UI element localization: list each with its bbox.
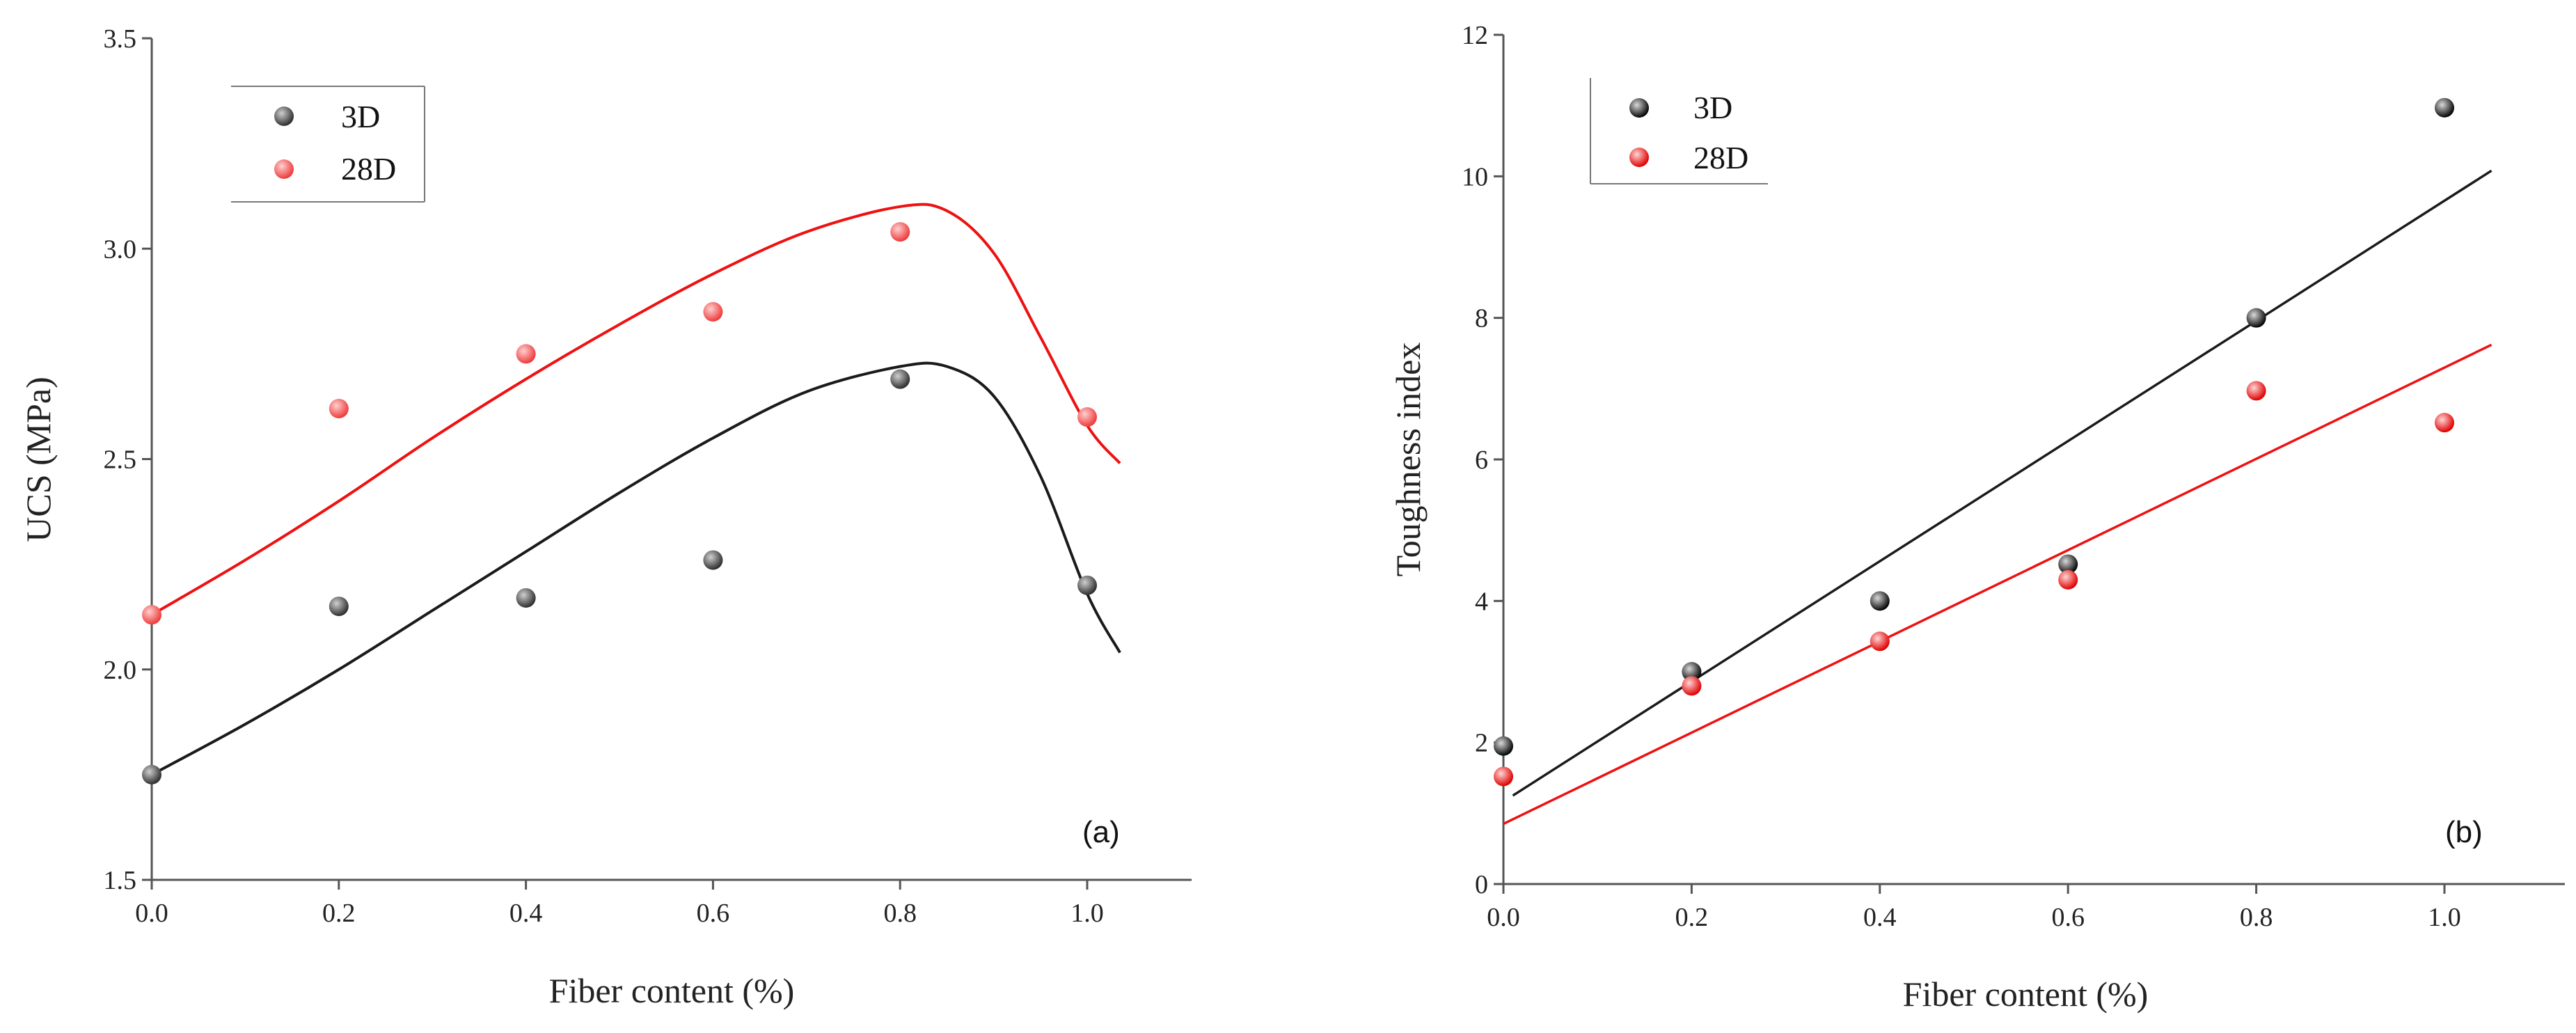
data-point-3d	[516, 588, 536, 608]
data-point-28d	[142, 605, 161, 625]
data-point-3d	[703, 550, 723, 570]
data-points-b	[1494, 97, 2454, 787]
y-ticks-b: 0 2 4 6 8 10 12	[1462, 21, 1503, 899]
data-points-a	[142, 222, 1097, 784]
legend-b: 3D 28D	[1590, 78, 1768, 184]
fit-curves-a	[150, 203, 1121, 776]
data-point-3d	[2246, 308, 2266, 328]
y-tick-label: 0	[1475, 870, 1488, 899]
fit-lines-b	[1503, 169, 2492, 826]
x-ticks-a: 0.0 0.2 0.4 0.6 0.8 1.0	[135, 880, 1104, 928]
data-point-28d	[2058, 569, 2078, 590]
y-tick-label: 8	[1475, 304, 1488, 333]
legend-label-28d: 28D	[341, 151, 396, 187]
fit-curve-28d	[150, 203, 1121, 616]
y-tick-label: 10	[1462, 162, 1488, 191]
legend-marker-28d	[274, 159, 294, 179]
x-tick-label: 0.2	[322, 899, 356, 928]
data-point-28d	[516, 344, 536, 364]
x-tick-label: 0.4	[509, 899, 543, 928]
fit-curve-3d	[151, 361, 1121, 776]
y-tick-label: 2.0	[104, 656, 137, 685]
legend-label-3d: 3D	[341, 99, 380, 134]
data-point-28d	[890, 222, 910, 242]
data-point-3d	[890, 369, 910, 389]
data-point-28d	[1870, 631, 1890, 652]
data-point-3d	[1682, 662, 1702, 681]
x-tick-label: 1.0	[1070, 899, 1104, 928]
x-tick-label: 0.8	[2240, 903, 2273, 932]
x-tick-label: 0.6	[697, 899, 730, 928]
x-axis-title-b: Fiber content (%)	[1903, 975, 2149, 1014]
fit-line-3d	[1512, 169, 2492, 797]
x-tick-label: 0.4	[1863, 903, 1897, 932]
legend-label-28d: 28D	[1693, 140, 1748, 175]
y-tick-label: 6	[1475, 445, 1488, 475]
x-tick-label: 0.0	[1487, 903, 1520, 932]
data-point-28d	[2246, 381, 2266, 401]
legend-label-3d: 3D	[1693, 90, 1732, 125]
data-point-28d	[1682, 676, 1702, 696]
data-point-28d	[1494, 766, 1513, 787]
y-ticks-a: 1.5 2.0 2.5 3.0 3.5	[104, 24, 152, 895]
y-tick-label: 2	[1475, 729, 1488, 758]
x-tick-label: 0.2	[1675, 903, 1709, 932]
legend-a: 3D 28D	[231, 86, 425, 203]
x-tick-label: 1.0	[2428, 903, 2461, 932]
x-tick-label: 0.0	[135, 899, 168, 928]
x-tick-label: 0.6	[2051, 903, 2085, 932]
y-axis-title-b: Toughness index	[1389, 342, 1428, 577]
legend-marker-3d	[1629, 98, 1649, 118]
data-point-3d	[2058, 554, 2078, 574]
y-axis-title-a: UCS (MPa)	[19, 377, 58, 542]
x-axis-title-a: Fiber content (%)	[549, 971, 795, 1010]
legend-marker-3d	[274, 107, 294, 126]
chart-panel-a: 1.5 2.0 2.5 3.0 3.5 0.0 0.2 0.4 0.6 0.8 1.0 3D 28…	[19, 24, 1192, 1010]
x-ticks-b: 0.0 0.2 0.4 0.6 0.8 1.0	[1487, 884, 2461, 932]
y-tick-label: 1.5	[104, 866, 137, 895]
data-point-3d	[1870, 591, 1890, 611]
data-point-28d	[329, 398, 349, 418]
data-point-3d	[1077, 575, 1097, 595]
data-point-28d	[1077, 407, 1097, 427]
data-point-28d	[703, 301, 723, 322]
y-tick-label: 4	[1475, 587, 1488, 616]
panel-label-b: (b)	[2445, 815, 2483, 849]
y-tick-label: 2.5	[104, 445, 137, 475]
y-tick-label: 12	[1462, 21, 1488, 50]
data-point-3d	[142, 764, 161, 784]
panel-label-a: (a)	[1082, 815, 1120, 849]
y-tick-label: 3.5	[104, 24, 137, 54]
data-point-3d	[1494, 736, 1513, 756]
data-point-3d	[2435, 97, 2454, 118]
data-point-28d	[2435, 413, 2454, 433]
x-tick-label: 0.8	[883, 899, 917, 928]
data-point-3d	[329, 597, 349, 617]
legend-marker-28d	[1629, 148, 1649, 167]
fit-line-28d	[1503, 343, 2492, 826]
y-tick-label: 3.0	[104, 235, 137, 264]
